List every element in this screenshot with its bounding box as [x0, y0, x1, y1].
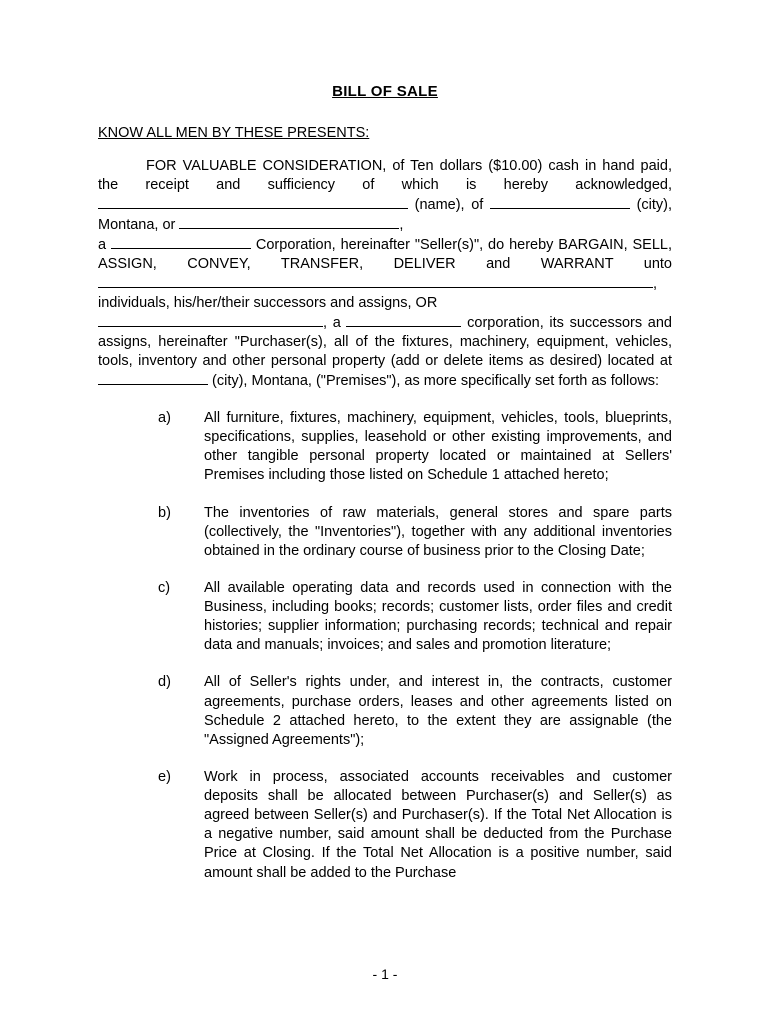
intro-corp-prefix: a [98, 237, 111, 253]
item-label: d) [158, 673, 182, 750]
blank-corp[interactable] [111, 235, 251, 249]
document-subheading: KNOW ALL MEN BY THESE PRESENTS: [98, 124, 672, 143]
blank-city[interactable] [490, 195, 630, 209]
item-label: a) [158, 409, 182, 486]
list-item: c) All available operating data and reco… [158, 579, 672, 656]
blank-name[interactable] [98, 195, 408, 209]
item-text: The inventories of raw materials, genera… [204, 504, 672, 561]
intro-indiv-label: individuals, his/her/their successors an… [98, 295, 437, 311]
document-page: BILL OF SALE KNOW ALL MEN BY THESE PRESE… [0, 0, 770, 941]
blank-corp2[interactable] [346, 313, 461, 327]
blank-unto[interactable] [98, 274, 653, 288]
item-text: Work in process, associated accounts rec… [204, 768, 672, 883]
item-list: a) All furniture, fixtures, machinery, e… [98, 409, 672, 883]
list-item: b) The inventories of raw materials, gen… [158, 504, 672, 561]
blank-city2[interactable] [98, 371, 208, 385]
list-item: d) All of Seller's rights under, and int… [158, 673, 672, 750]
item-label: b) [158, 504, 182, 561]
list-item: e) Work in process, associated accounts … [158, 768, 672, 883]
blank-purchaser[interactable] [98, 313, 323, 327]
intro-paragraph: FOR VALUABLE CONSIDERATION, of Ten dolla… [98, 157, 672, 391]
item-label: e) [158, 768, 182, 883]
item-text: All furniture, fixtures, machinery, equi… [204, 409, 672, 486]
intro-corp2-mid: , a [323, 315, 346, 331]
intro-name-label: (name), of [408, 197, 490, 213]
list-item: a) All furniture, fixtures, machinery, e… [158, 409, 672, 486]
page-number: - 1 - [0, 966, 770, 982]
intro-city2-label: (city), Montana, ("Premises"), as more s… [208, 373, 659, 389]
item-text: All of Seller's rights under, and intere… [204, 673, 672, 750]
blank-or[interactable] [179, 215, 399, 229]
item-text: All available operating data and records… [204, 579, 672, 656]
item-label: c) [158, 579, 182, 656]
intro-lead: FOR VALUABLE CONSIDERATION, of Ten dolla… [98, 158, 672, 193]
document-title: BILL OF SALE [98, 82, 672, 102]
